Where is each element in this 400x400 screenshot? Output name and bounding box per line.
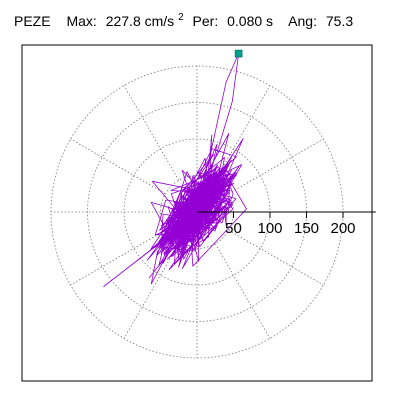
radial-axis: 50 100 150 200 bbox=[197, 211, 376, 237]
radial-tick-label-50: 50 bbox=[225, 220, 242, 237]
orbit-path bbox=[103, 53, 247, 287]
peak-marker bbox=[234, 49, 243, 58]
grid-spoke-60 bbox=[214, 85, 271, 181]
header-line: PEZE Max: 227.8 cm/s 2 Per: 0.080 s Ang:… bbox=[14, 7, 353, 29]
peak-marker-group bbox=[234, 49, 243, 58]
grid-spoke-300 bbox=[214, 243, 271, 339]
per-value: 0.080 s bbox=[227, 13, 273, 29]
grid-spoke-120 bbox=[123, 85, 180, 181]
per-label: Per: bbox=[193, 13, 219, 29]
max-value: 227.8 cm/s bbox=[106, 13, 174, 29]
orbit-trace bbox=[103, 53, 247, 287]
station-name: PEZE bbox=[14, 13, 51, 29]
radial-tick-label-200: 200 bbox=[330, 220, 355, 237]
grid-spoke-150 bbox=[70, 138, 166, 195]
grid-spoke-330 bbox=[228, 229, 324, 286]
max-unit-exponent: 2 bbox=[178, 12, 184, 23]
max-label: Max: bbox=[66, 13, 96, 29]
grid-spoke-210 bbox=[70, 229, 166, 286]
grid-spoke-30 bbox=[228, 138, 324, 195]
grid-spoke-240 bbox=[123, 243, 180, 339]
ang-value: 75.3 bbox=[326, 13, 353, 29]
ang-label: Ang: bbox=[288, 13, 317, 29]
radial-tick-label-150: 150 bbox=[294, 220, 319, 237]
radial-tick-label-100: 100 bbox=[257, 220, 282, 237]
